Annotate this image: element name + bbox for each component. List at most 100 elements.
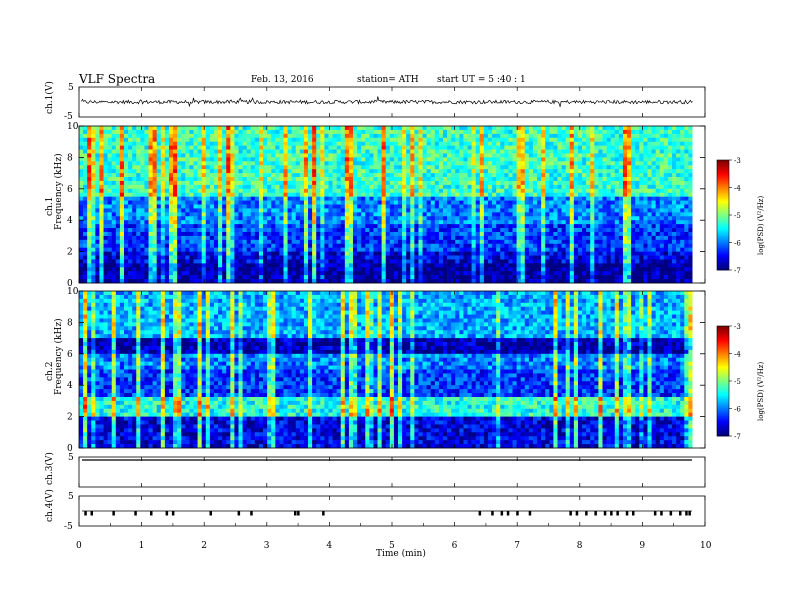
ch1-spec-cell xyxy=(177,177,182,182)
ch1-spec-cell xyxy=(496,137,501,142)
ch1-spec-cell xyxy=(283,133,288,139)
ch1-spec-cell xyxy=(410,141,415,146)
ch1-spec-cell xyxy=(308,263,313,268)
ch1-spec-cell xyxy=(577,239,583,245)
ch1-spec-cell xyxy=(312,149,317,154)
ch1-spec-cell xyxy=(258,200,264,205)
ch1-spec-cell xyxy=(213,271,219,276)
ch1-spec-cell xyxy=(279,216,284,221)
ch1-spec-cell xyxy=(328,208,333,213)
ch1-spec-cell xyxy=(308,247,313,252)
ch1-spec-cell xyxy=(250,279,256,284)
ch1-spec-cell xyxy=(316,145,321,150)
ch1-spec-cell xyxy=(132,212,137,217)
ch1-spec-cell xyxy=(532,165,538,170)
ch1-spec-cell xyxy=(524,220,530,225)
ch1-spec-cell xyxy=(557,200,562,205)
ch1-spec-cell xyxy=(177,169,182,174)
ch1-spec-cell xyxy=(209,267,215,272)
ch1-spec-cell xyxy=(291,251,297,256)
ch1-spec-cell xyxy=(573,267,579,272)
ch1-spec-cell xyxy=(312,196,317,201)
ch1-spec-cell xyxy=(128,279,133,284)
ch1-spec-cell xyxy=(438,180,444,186)
ch1-spec-cell xyxy=(132,263,137,268)
ch1-spec-cell xyxy=(455,126,460,131)
ch1-spec-cell xyxy=(524,173,530,178)
ch1-spec-cell xyxy=(136,220,141,225)
ch1-spec-cell xyxy=(389,243,395,248)
ch1-spec-cell xyxy=(471,145,477,150)
ch1-spec-cell xyxy=(242,239,247,245)
ch1-spec-cell xyxy=(242,184,247,190)
ch1-spec-cell xyxy=(569,263,575,268)
ch1-spec-cell xyxy=(508,231,513,237)
ch1-spec-cell xyxy=(238,173,243,178)
ch1-spec-cell xyxy=(193,275,198,280)
ch1-spec-cell xyxy=(205,188,211,194)
ch1-spec-cell xyxy=(475,188,481,194)
ch1-spec-cell xyxy=(447,141,452,146)
ch1-spec-cell xyxy=(463,157,468,162)
ch1-spec-cell xyxy=(275,184,280,190)
ch1-spec-cell xyxy=(263,177,268,182)
ch1-spec-cell xyxy=(463,184,468,190)
ch1-spec-cell xyxy=(340,255,346,260)
ch1-spec-cell xyxy=(201,188,207,194)
ch1-spec-cell xyxy=(398,239,403,245)
ch1-spec-cell xyxy=(520,129,526,135)
ch1-spec-cell xyxy=(201,153,207,158)
ch1-spec-cell xyxy=(312,279,317,284)
ch1-spec-cell xyxy=(426,177,432,182)
ch1-spec-cell xyxy=(189,192,194,197)
ch1-spec-cell xyxy=(528,263,534,268)
ch1-spec-cell xyxy=(238,212,243,217)
ch1-spec-cell xyxy=(537,224,542,229)
ch1-spec-cell xyxy=(103,251,108,256)
ch1-spec-cell xyxy=(128,200,133,205)
ch1-spec-cell xyxy=(283,149,288,154)
ch1-spec-cell xyxy=(471,196,477,201)
ch1-spec-cell xyxy=(381,267,387,272)
ch1-spec-cell xyxy=(361,204,366,209)
ch1-spec-cell xyxy=(128,145,133,150)
ch1-spec-cell xyxy=(218,173,223,178)
ch1-spec-cell xyxy=(447,208,452,213)
ch1-spec-cell xyxy=(430,137,436,142)
ch1-spec-cell xyxy=(193,161,198,166)
ch1-spec-cell xyxy=(132,247,137,252)
ch1-spec-cell xyxy=(377,133,382,139)
ch1-spec-cell xyxy=(189,251,194,256)
ch1-spec-cell xyxy=(467,180,472,186)
ch1-spec-cell xyxy=(136,177,141,182)
ch1-spec-cell xyxy=(144,228,149,233)
ch1-spec-cell xyxy=(230,145,235,150)
ch1-spec-cell xyxy=(312,263,317,268)
ch1-spec-cell xyxy=(336,137,342,142)
ch1-spec-cell xyxy=(508,133,513,139)
ch1-spec-cell xyxy=(504,259,509,264)
ch1-spec-cell xyxy=(115,271,121,276)
ch1-spec-cell xyxy=(128,275,133,280)
ch1-spec-cell xyxy=(586,133,591,139)
ch1-spec-cell xyxy=(573,279,579,284)
ch1-spec-cell xyxy=(79,188,84,194)
ch1-spec-cell xyxy=(492,263,497,268)
ch1-spec-cell xyxy=(524,271,530,276)
ch1-spec-cell xyxy=(177,279,182,284)
ch1-spec-cell xyxy=(316,177,321,182)
ch1-spec-cell xyxy=(496,149,501,154)
ch1-spec-cell xyxy=(242,220,247,225)
ch1-spec-cell xyxy=(107,161,113,166)
ch1-spec-cell xyxy=(524,126,530,131)
ch1-spec-cell xyxy=(565,208,571,213)
ch1-spec-cell xyxy=(213,192,219,197)
ch1-spec-cell xyxy=(447,184,452,190)
ch1-spec-cell xyxy=(393,220,399,225)
ch1-spec-cell xyxy=(144,271,149,276)
ch1-spec-cell xyxy=(222,224,227,229)
ch1-spec-cell xyxy=(230,267,235,272)
ch1-spec-cell xyxy=(152,192,158,197)
ch1-spec-cell xyxy=(467,259,472,264)
ch1-spec-cell xyxy=(230,216,235,221)
